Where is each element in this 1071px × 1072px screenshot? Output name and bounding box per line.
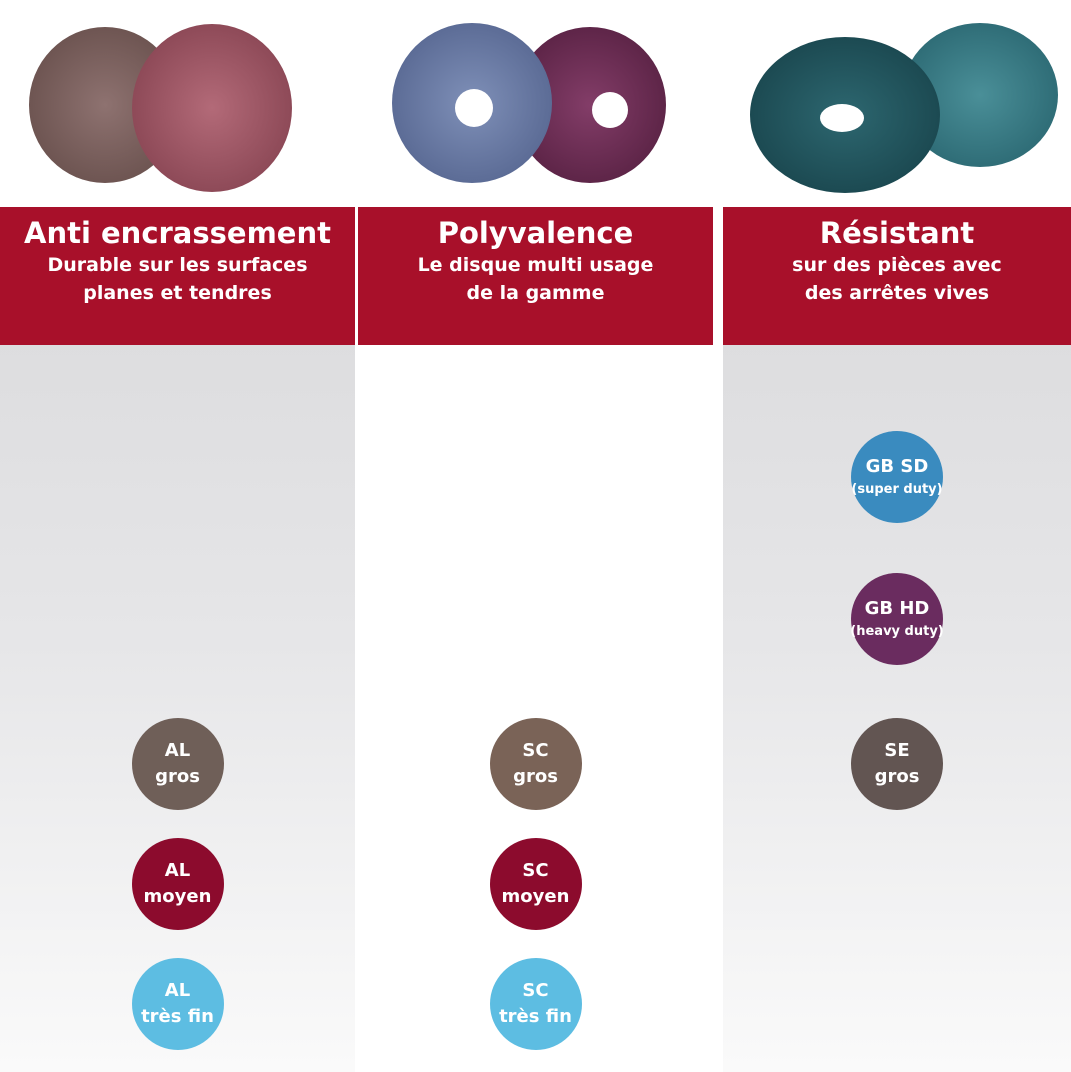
grade-badge: GB HD (heavy duty) <box>850 573 944 665</box>
grade-badge: AL gros <box>131 718 224 810</box>
grade-badge: SE gros <box>851 718 943 810</box>
badge-label: très fin <box>499 1006 572 1027</box>
column-title: Résistant <box>819 216 975 250</box>
badge-label: AL <box>164 860 191 881</box>
column-title: Polyvalence <box>437 216 634 250</box>
column-subtitle: sur des pièces avec <box>792 254 1002 276</box>
grade-badge: SC gros <box>489 718 582 810</box>
grade-badge: SC très fin <box>489 958 582 1050</box>
grade-badge: GB SD (super duty) <box>851 431 943 523</box>
column-header: Résistant sur des pièces avec des arrêtes … <box>723 207 1071 345</box>
badge-label: gros <box>513 766 558 787</box>
badge-label: GB HD <box>864 598 930 619</box>
badge-label: AL <box>164 740 191 761</box>
badge-label: moyen <box>143 886 212 907</box>
badge-label: gros <box>155 766 200 787</box>
column-title: Anti encrassement <box>24 216 331 250</box>
column-subtitle: Durable sur les surfaces <box>47 254 308 276</box>
column-subtitle: planes et tendres <box>83 282 272 304</box>
grade-badge: AL moyen <box>131 838 224 930</box>
column: Anti encrassement Durable sur les surface… <box>0 207 355 1072</box>
badge-label: SC <box>522 740 549 761</box>
product-photos <box>29 23 1058 193</box>
column-subtitle: de la gamme <box>466 282 605 304</box>
disc-group-1 <box>29 24 292 192</box>
grade-badge: AL très fin <box>131 958 224 1050</box>
badge-label: SC <box>522 980 549 1001</box>
column: Polyvalence Le disque multi usage de la ga… <box>358 207 713 1072</box>
grade-badge: SC moyen <box>489 838 582 930</box>
badge-label: gros <box>874 766 920 787</box>
column-header: Polyvalence Le disque multi usage de la ga… <box>358 207 713 345</box>
column: Résistant sur des pièces avec des arrêtes … <box>723 207 1071 1072</box>
badge-label: très fin <box>141 1006 214 1027</box>
column-subtitle: Le disque multi usage <box>417 254 654 276</box>
badge-label: AL <box>164 980 191 1001</box>
badge-label: SC <box>522 860 549 881</box>
badge-label: (heavy duty) <box>850 624 944 639</box>
column-header: Anti encrassement Durable sur les surface… <box>0 207 355 345</box>
disc-group-2 <box>392 23 666 183</box>
badge-label: GB SD <box>865 456 929 477</box>
disc-group-3 <box>750 23 1058 193</box>
column-subtitle: des arrêtes vives <box>804 282 990 304</box>
badge-label: (super duty) <box>851 482 943 497</box>
badge-label: SE <box>884 740 910 761</box>
badge-label: moyen <box>501 886 570 907</box>
